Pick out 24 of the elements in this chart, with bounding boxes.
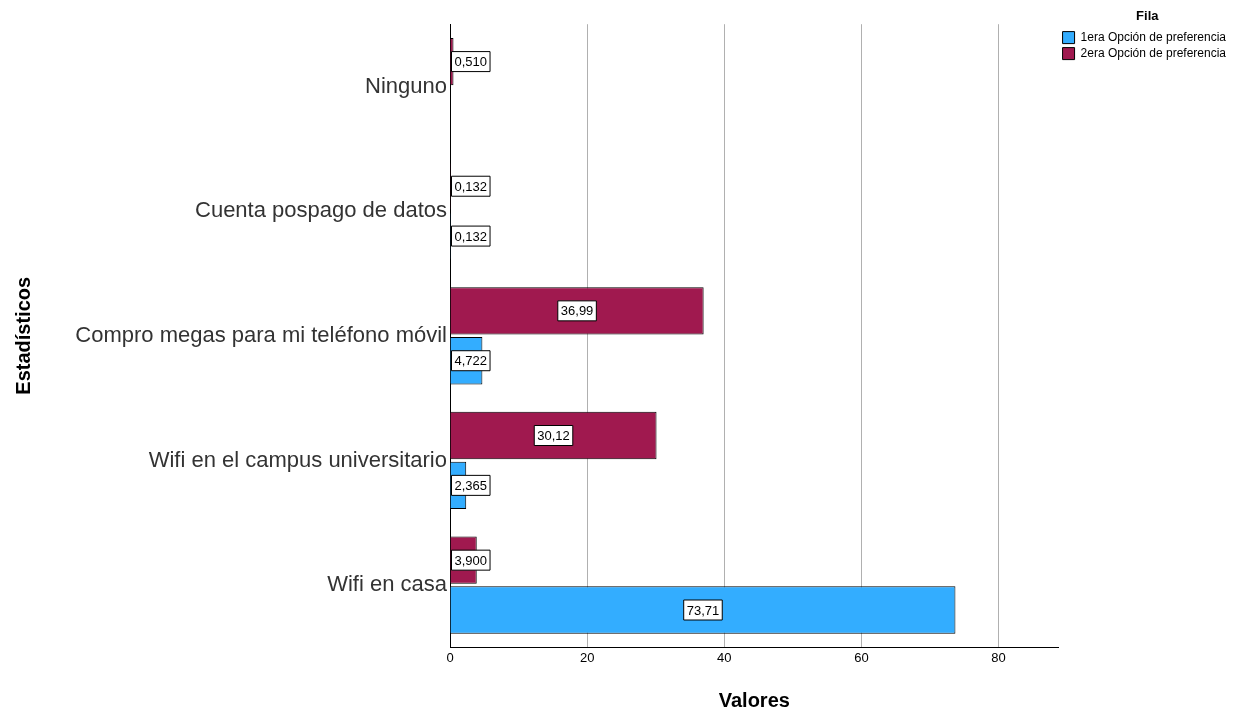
data-label: 0,132 xyxy=(454,178,488,194)
legend-label: 2era Opción de preferencia xyxy=(1080,45,1227,60)
y-tick-label: Cuenta pospago de datos xyxy=(195,197,447,223)
y-axis-title: Estadísticos xyxy=(11,276,34,395)
x-tick-label: 20 xyxy=(579,649,595,665)
x-axis-title: Valores xyxy=(718,688,790,711)
data-label: 4,722 xyxy=(454,353,488,369)
data-label: 36,99 xyxy=(560,303,594,319)
x-tick-label: 40 xyxy=(717,649,732,665)
data-label: 73,71 xyxy=(686,602,720,618)
y-tick-label: Compro megas para mi teléfono móvil xyxy=(75,321,447,347)
y-tick-label: Wifi en casa xyxy=(327,571,448,597)
data-label: 3,900 xyxy=(454,552,488,568)
legend-label: 1era Opción de preferencia xyxy=(1080,29,1227,44)
data-label: 0,132 xyxy=(454,228,488,244)
data-label: 30,12 xyxy=(537,428,570,444)
x-tick-label: 80 xyxy=(991,649,1006,665)
y-tick-label: Wifi en el campus universitario xyxy=(148,446,447,472)
x-tick-label: 0 xyxy=(446,649,454,665)
legend-title: Fila xyxy=(1136,8,1160,24)
x-tick-label: 60 xyxy=(854,649,869,665)
y-tick-label: Ninguno xyxy=(365,72,447,98)
data-label: 0,510 xyxy=(454,54,488,70)
data-label: 2,365 xyxy=(454,477,488,493)
